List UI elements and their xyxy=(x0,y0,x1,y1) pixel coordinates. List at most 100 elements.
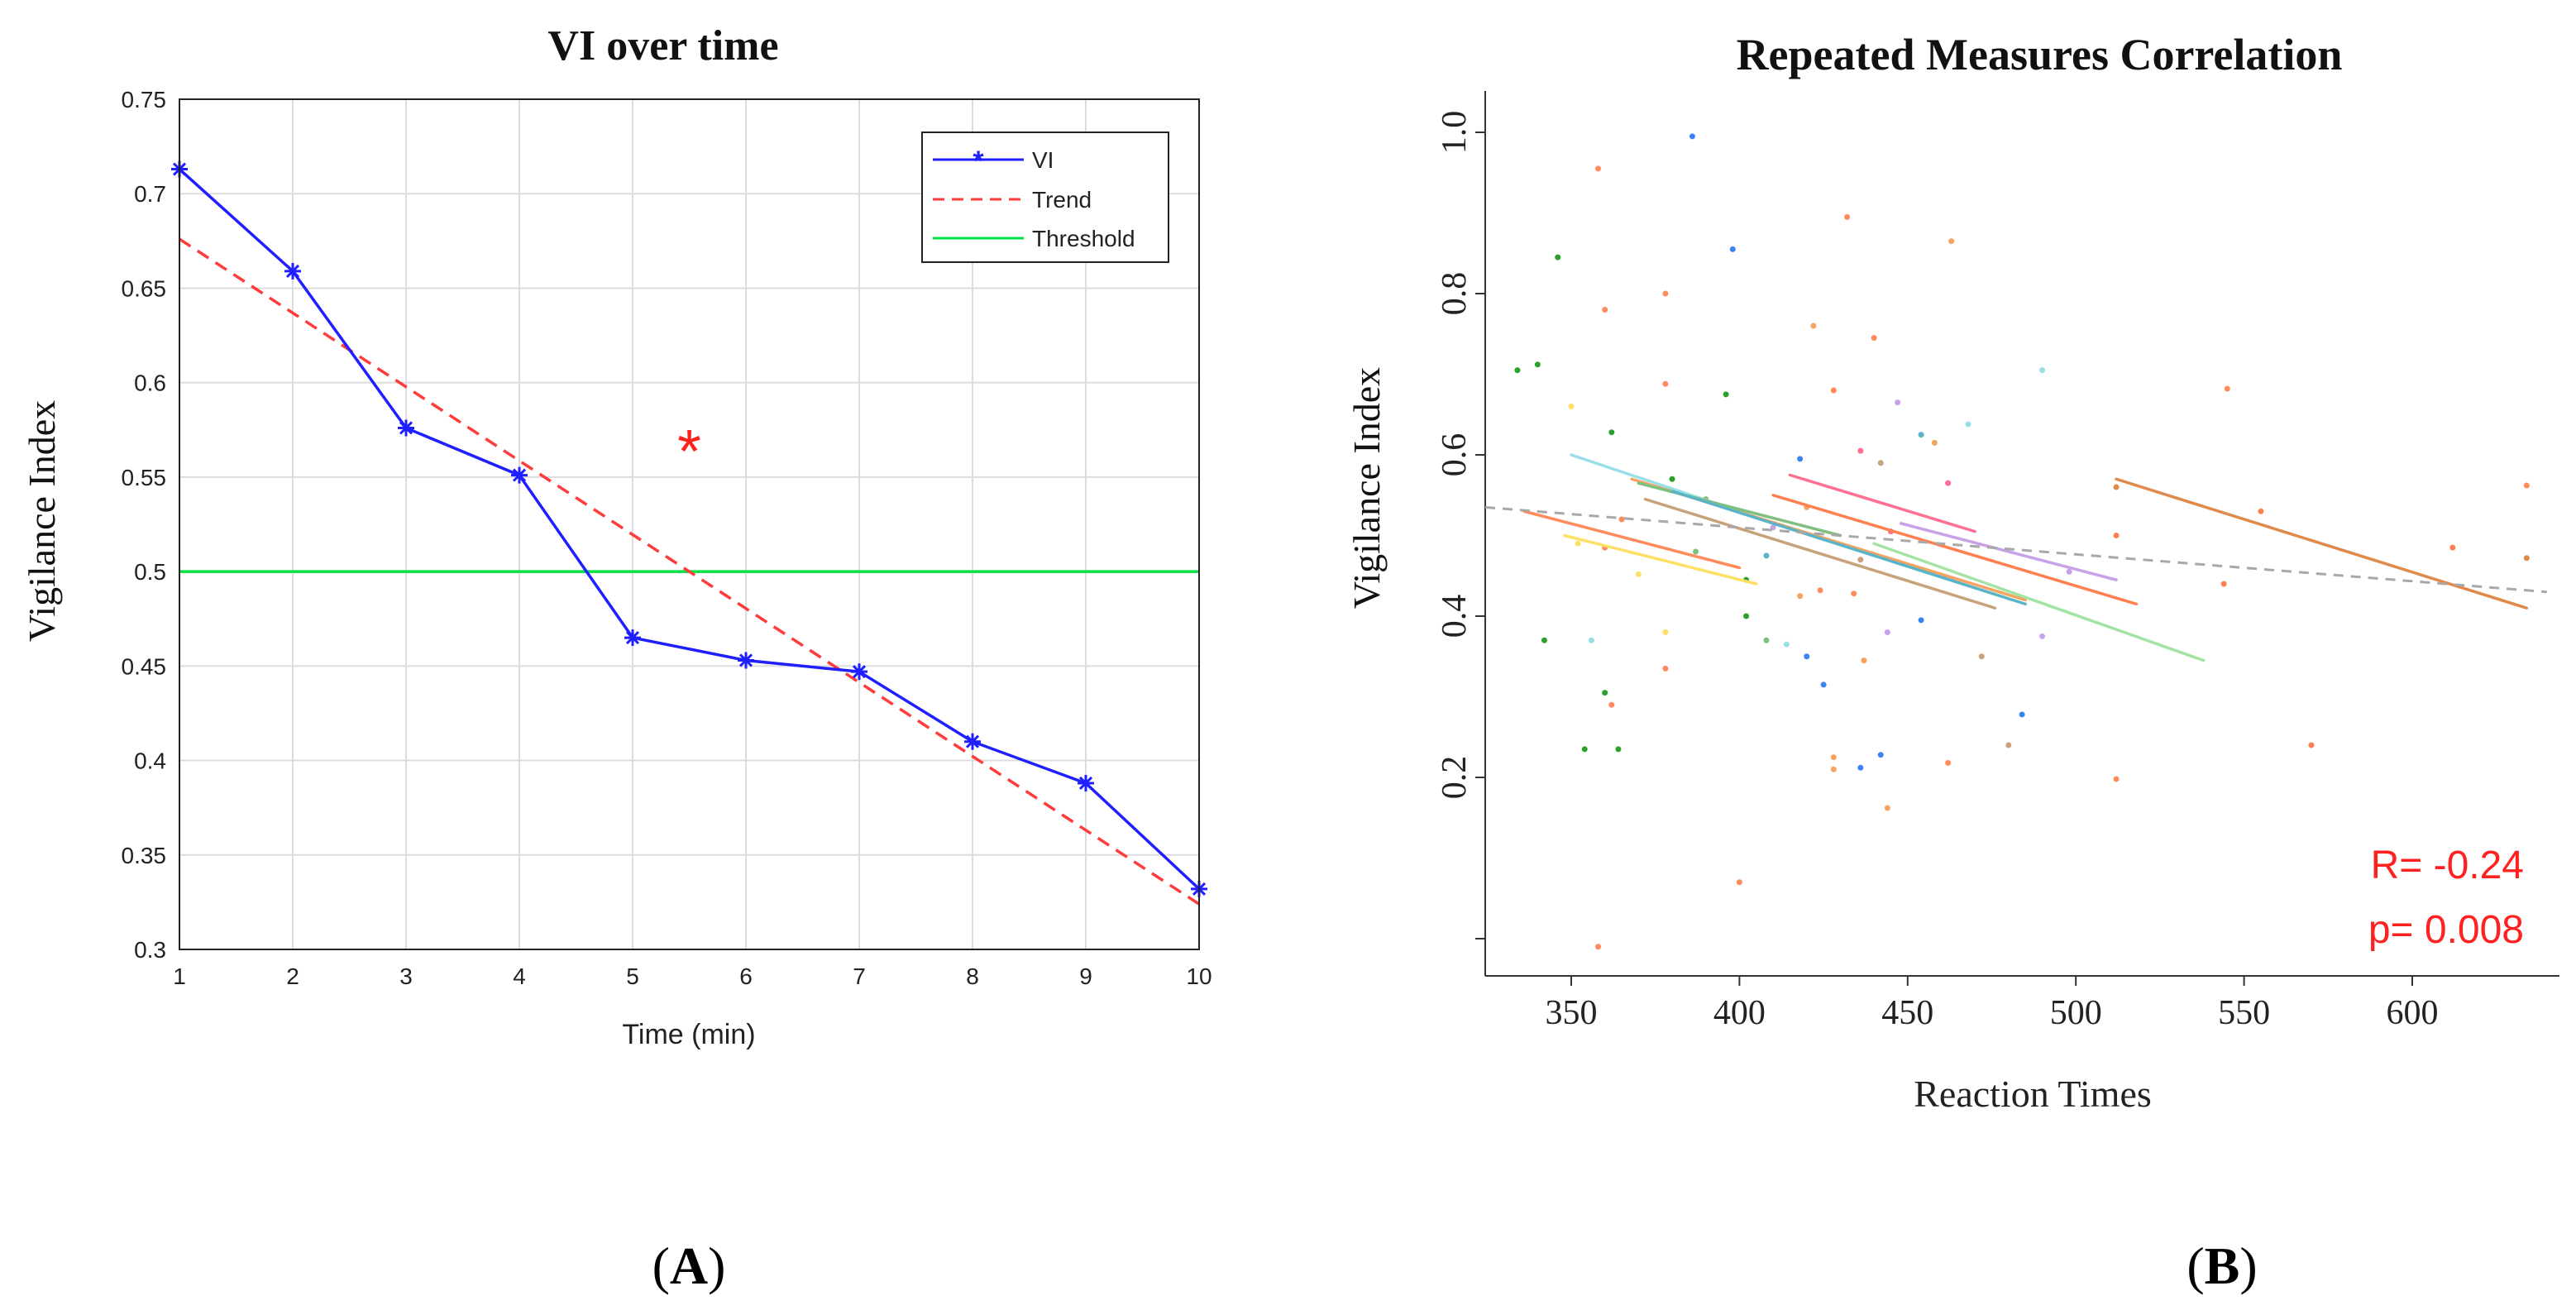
scatter-point xyxy=(1830,754,1837,761)
panel-b-letter: B xyxy=(2205,1236,2240,1295)
subject-regression-line xyxy=(1899,522,2118,581)
scatter-point xyxy=(1857,557,1864,563)
scatter-point xyxy=(1575,540,1581,547)
scatter-point xyxy=(1884,805,1890,811)
scatter-point xyxy=(1689,133,1695,140)
legend-threshold-label: Threshold xyxy=(1032,226,1135,251)
panel-a-line-chart: VI over time Vigilance Index Time (min) … xyxy=(21,22,1212,1295)
correlation-r-value: R= -0.24 xyxy=(2371,844,2524,887)
scatter-point xyxy=(1602,307,1608,313)
scatter-point xyxy=(2113,533,2120,538)
x-tick-label: 7 xyxy=(853,963,866,989)
scatter-point xyxy=(1918,617,1924,624)
x-tick-label: 550 xyxy=(2218,994,2270,1032)
scatter-point xyxy=(1568,404,1575,409)
scatter-point xyxy=(1877,752,1884,758)
vi-data-point xyxy=(511,466,528,484)
scatter-point xyxy=(1884,629,1890,635)
scatter-point xyxy=(2449,544,2456,551)
scatter-point xyxy=(1978,653,1985,660)
scatter-point xyxy=(1743,613,1750,619)
scatter-point xyxy=(1965,421,1971,428)
scatter-point xyxy=(2220,581,2227,587)
scatter-point xyxy=(1763,637,1770,643)
panel-b-subject-lines xyxy=(1522,453,2529,662)
vi-data-point xyxy=(284,262,301,280)
scatter-point xyxy=(1945,759,1952,766)
x-tick-label: 8 xyxy=(966,963,979,989)
vi-series-line xyxy=(178,168,1201,891)
panel-a-xlabel: Time (min) xyxy=(622,1019,755,1050)
scatter-point xyxy=(1618,516,1625,523)
subject-regression-line xyxy=(1643,497,1997,610)
scatter-point xyxy=(1783,641,1790,648)
y-tick-label: 0.2 xyxy=(1436,756,1474,800)
scatter-point xyxy=(1857,447,1864,454)
x-tick-label: 1 xyxy=(173,963,186,989)
panel-b-xlabel: Reaction Times xyxy=(1914,1073,2152,1115)
y-tick-label: 0.5 xyxy=(134,559,166,585)
scatter-point xyxy=(2019,711,2025,718)
scatter-point xyxy=(1810,323,1817,329)
x-tick-label: 600 xyxy=(2387,994,2439,1032)
vi-data-point xyxy=(738,652,754,669)
y-tick-label: 0.6 xyxy=(1436,433,1474,477)
x-tick-label: 4 xyxy=(513,963,526,989)
scatter-point xyxy=(1948,238,1955,245)
vi-data-point xyxy=(1078,774,1094,791)
legend-vi-label: VI xyxy=(1032,147,1054,173)
y-tick-label: 0.35 xyxy=(122,843,167,868)
scatter-point xyxy=(2308,742,2315,748)
y-tick-label: 0.6 xyxy=(134,371,166,396)
panel-b-points xyxy=(1514,133,2530,950)
subject-regression-line xyxy=(1522,509,1742,570)
subject-regression-line xyxy=(1563,533,1758,586)
panel-a-ticks: 1 2 3 4 5 6 7 8 9 10 0.3 0.35 0.4 0.45 0.5 0.55 0.6 0.65 0… xyxy=(122,87,1212,989)
y-tick-label: 0.75 xyxy=(122,87,167,112)
panel-a-label: (A) xyxy=(652,1236,726,1295)
subject-regression-line xyxy=(1771,494,2139,606)
scatter-point xyxy=(1595,944,1602,950)
scatter-point xyxy=(2523,482,2530,489)
scatter-point xyxy=(2039,367,2046,374)
y-tick-label: 0.7 xyxy=(134,181,166,207)
panel-b-axes xyxy=(1484,91,2559,977)
scatter-point xyxy=(1871,335,1877,342)
scatter-point xyxy=(1820,681,1827,688)
panel-b-ticks: 350 400 450 500 550 600 0.2 0.4 0.6 0.8 1.0 xyxy=(1436,111,2439,1032)
scatter-point xyxy=(1723,391,1729,398)
significance-asterisk: * xyxy=(677,417,701,485)
scatter-point xyxy=(1729,246,1736,252)
scatter-point xyxy=(1797,456,1804,462)
scatter-point xyxy=(1857,764,1864,771)
scatter-point xyxy=(1763,552,1770,559)
y-tick-label: 0.4 xyxy=(1436,595,1474,638)
scatter-point xyxy=(1895,399,1901,406)
scatter-point xyxy=(1918,432,1924,438)
panel-b-title: Repeated Measures Correlation xyxy=(1737,30,2343,79)
scatter-point xyxy=(1662,629,1669,635)
scatter-point xyxy=(1555,254,1561,261)
x-tick-label: 9 xyxy=(1079,963,1092,989)
x-tick-label: 3 xyxy=(399,963,413,989)
scatter-point xyxy=(1595,165,1602,172)
vi-data-point xyxy=(851,663,867,681)
x-tick-label: 2 xyxy=(286,963,299,989)
scatter-point xyxy=(1861,657,1867,664)
x-tick-label: 10 xyxy=(1186,963,1212,989)
x-tick-label: 6 xyxy=(739,963,753,989)
scatter-point xyxy=(1662,665,1669,672)
scatter-point xyxy=(1669,476,1675,482)
vi-data-point xyxy=(398,419,414,437)
scatter-point xyxy=(1635,571,1642,577)
x-tick-label: 450 xyxy=(1881,994,1933,1032)
panel-b-scatter-chart: Repeated Measures Correlation Vigilance … xyxy=(1345,30,2559,1295)
y-tick-label: 0.45 xyxy=(122,653,167,679)
subject-regression-line xyxy=(1670,490,2027,606)
subject-regression-line xyxy=(1788,473,1976,533)
panel-a-plot-frame xyxy=(179,98,1200,950)
y-tick-label: 0.3 xyxy=(134,937,166,963)
scatter-point xyxy=(1851,590,1857,597)
scatter-point xyxy=(2113,776,2120,782)
scatter-point xyxy=(1797,593,1804,600)
